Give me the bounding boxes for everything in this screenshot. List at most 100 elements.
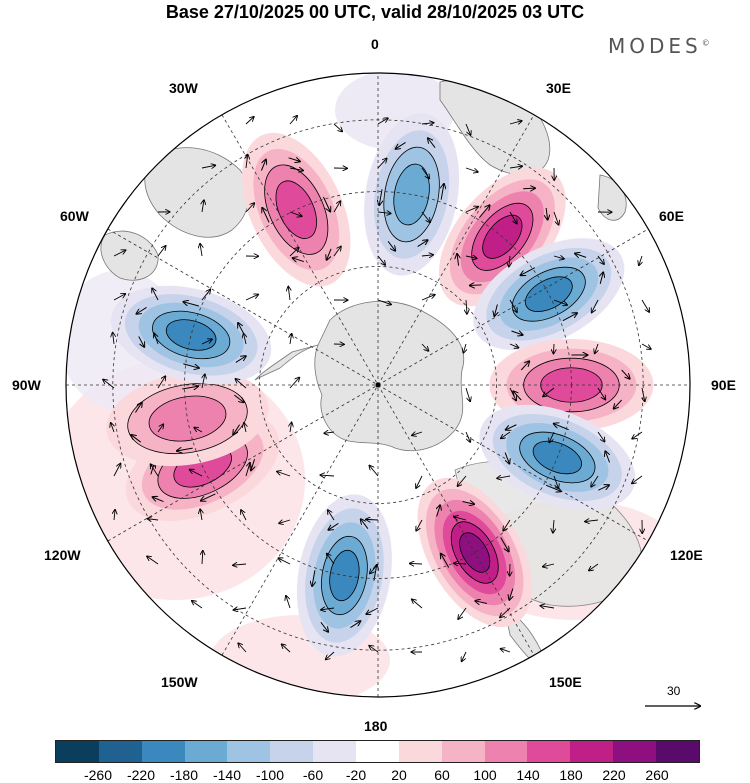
wind-arrow — [500, 607, 511, 617]
circulation-arrow — [602, 451, 611, 463]
colorbar-swatch-7 — [356, 741, 399, 762]
wind-arrow — [157, 376, 165, 389]
wind-arrow — [113, 333, 114, 345]
colorbar-tick-label: 20 — [391, 767, 407, 783]
circulation-arrow — [511, 327, 522, 338]
wind-arrow — [553, 519, 554, 533]
wind-arrow — [286, 596, 291, 609]
circulation-arrow — [441, 554, 450, 568]
wind-arrow — [201, 165, 215, 168]
anomaly-blob-1 — [242, 132, 351, 287]
wind-arrow — [509, 255, 510, 267]
circulation-arrow — [478, 205, 489, 218]
wind-arrow — [333, 201, 340, 213]
lon-label-120e: 120E — [670, 547, 703, 563]
wind-arrow — [377, 299, 391, 304]
wind-arrow — [152, 288, 159, 301]
wind-arrow — [462, 651, 467, 661]
wind-arrow — [369, 646, 379, 653]
circulation-arrow — [232, 424, 240, 435]
wind-arrow — [377, 255, 385, 265]
wind-arrow — [245, 117, 254, 125]
wind-arrow — [201, 290, 210, 301]
wind-arrow — [202, 200, 204, 213]
wind-arrow — [503, 519, 511, 531]
lon-label-120w: 120W — [44, 547, 81, 563]
wind-arrow — [192, 601, 203, 609]
wind-arrow — [290, 334, 292, 345]
circulation-arrow — [323, 248, 332, 260]
wind-arrow — [465, 207, 478, 213]
wind-arrow — [328, 510, 335, 521]
wind-arrow — [589, 563, 599, 570]
lon-label-90w: 90W — [12, 377, 41, 393]
circulation-arrow — [417, 239, 428, 247]
wind-arrow — [194, 428, 203, 433]
circulation-arrow — [183, 302, 200, 307]
circulation-arrow — [138, 336, 147, 346]
pole-marker — [375, 382, 381, 388]
colorbar-tick-label: -180 — [169, 767, 199, 783]
circulation-arrow — [260, 160, 269, 171]
wind-arrow — [585, 520, 599, 522]
wind-arrow — [327, 554, 335, 565]
circulation-arrow — [396, 142, 406, 150]
wind-arrow — [497, 476, 511, 478]
wind-arrow — [639, 255, 642, 265]
circulation-arrow — [500, 537, 509, 552]
circulation-arrow — [359, 519, 369, 529]
colorbar — [55, 740, 700, 763]
wind-arrow — [465, 256, 477, 258]
circulation-arrow — [441, 184, 444, 200]
wind-arrow — [632, 431, 643, 439]
wind-arrow — [154, 334, 159, 345]
wind-arrow — [370, 563, 379, 573]
lon-label-0: 0 — [371, 36, 379, 52]
circulation-arrow — [322, 196, 330, 212]
wind-arrow — [277, 472, 291, 477]
chart-title: Base 27/10/2025 00 UTC, valid 28/10/2025… — [165, 2, 585, 22]
wind-arrow — [509, 166, 522, 168]
circulation-arrow — [312, 570, 315, 586]
wind-arrow — [233, 564, 247, 565]
wind-arrow — [114, 510, 115, 521]
wind-arrow — [509, 121, 522, 124]
wind-arrow — [377, 212, 391, 213]
circulation-arrow — [234, 394, 243, 404]
wind-arrow — [289, 248, 299, 257]
circulation-arrow — [462, 497, 475, 508]
circulation-arrow — [475, 597, 487, 608]
colorbar-tick-label: -260 — [83, 767, 113, 783]
antarctic-peninsula — [254, 344, 319, 381]
wind-arrow — [234, 608, 247, 610]
colorbar-swatch-1 — [98, 741, 142, 762]
wind-arrow — [466, 299, 467, 314]
wind-arrow — [509, 344, 518, 348]
wind-arrow — [289, 378, 299, 389]
circulation-arrow — [320, 622, 330, 631]
wind-arrow — [421, 211, 430, 222]
circulation-arrow — [236, 323, 244, 334]
circulation-arrow — [541, 207, 553, 220]
wind-arrow — [465, 167, 478, 172]
colorbar-tick-label: -220 — [126, 767, 156, 783]
wind-arrow — [245, 463, 250, 477]
wind-arrow — [465, 431, 470, 442]
circulation-arrow — [621, 369, 630, 379]
circulation-arrow — [545, 484, 561, 491]
wind-arrow — [200, 509, 202, 521]
wind-arrow — [632, 475, 643, 483]
colorbar-tick-label: 60 — [434, 767, 450, 783]
circulation-arrow — [427, 138, 436, 148]
antarctica — [314, 300, 464, 452]
wind-arrow — [595, 343, 598, 353]
wind-arrow — [324, 432, 335, 433]
wind-arrow — [157, 424, 163, 433]
circulation-arrow — [490, 304, 501, 316]
circulation-arrow — [293, 254, 305, 265]
circulation-arrow — [387, 241, 397, 250]
wind-arrow — [321, 608, 335, 610]
wind-arrow — [244, 423, 246, 433]
wind-arrow — [543, 387, 555, 396]
circulation-arrow — [177, 448, 193, 451]
